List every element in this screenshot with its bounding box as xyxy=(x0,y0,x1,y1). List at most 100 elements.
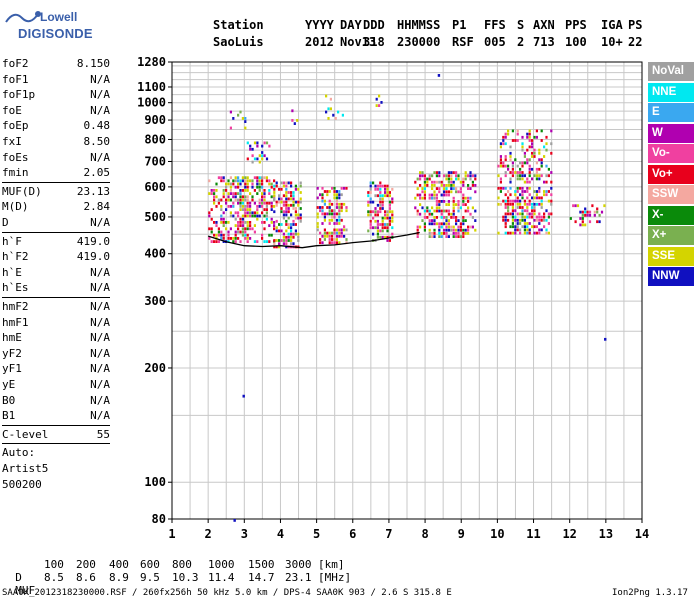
echo-point xyxy=(251,211,254,215)
echo-point xyxy=(292,191,295,194)
echo-point xyxy=(526,135,529,139)
echo-point xyxy=(531,139,534,142)
echo-point xyxy=(388,216,391,220)
echo-point xyxy=(249,192,252,195)
param-row: foEs N/A xyxy=(2,150,110,166)
echo-point xyxy=(282,235,285,239)
echo-point xyxy=(531,142,534,146)
param-value: N/A xyxy=(90,315,110,329)
echo-point xyxy=(208,179,211,183)
echo-point xyxy=(511,129,514,133)
echo-point xyxy=(519,212,522,216)
y-tick-label: 400 xyxy=(144,247,166,261)
echo-point xyxy=(384,216,387,220)
echo-point xyxy=(433,171,436,174)
echo-point xyxy=(435,196,438,200)
echo-point xyxy=(282,242,285,246)
echo-point xyxy=(550,180,553,184)
echo-point xyxy=(227,205,230,208)
echo-point xyxy=(516,196,519,200)
echo-point xyxy=(428,177,431,181)
echo-point xyxy=(584,213,587,217)
echo-point xyxy=(285,184,288,188)
echo-point xyxy=(244,230,247,234)
echo-point xyxy=(516,164,519,168)
echo-point xyxy=(391,226,394,230)
echo-point xyxy=(499,158,502,162)
echo-point xyxy=(374,210,377,214)
echo-point xyxy=(533,174,536,178)
echo-point xyxy=(550,186,553,190)
echo-point xyxy=(511,231,514,235)
echo-point xyxy=(222,176,225,180)
echo-point xyxy=(511,161,514,165)
echo-point xyxy=(381,223,384,226)
distance-unit: [km] xyxy=(318,558,345,571)
y-tick-label: 600 xyxy=(144,180,166,194)
echo-point xyxy=(447,212,450,216)
echo-point xyxy=(220,176,223,180)
muf-value: 8.5 xyxy=(44,571,64,584)
echo-point xyxy=(261,179,264,183)
echo-point xyxy=(543,180,546,184)
echo-point xyxy=(294,207,297,210)
echo-point xyxy=(338,190,341,193)
echo-point xyxy=(438,235,441,238)
echo-point xyxy=(445,219,448,222)
echo-point xyxy=(227,230,230,234)
echo-point xyxy=(379,200,382,204)
echo-point xyxy=(433,232,436,235)
echo-point xyxy=(275,219,278,223)
echo-point xyxy=(241,233,244,237)
echo-point xyxy=(321,186,324,190)
echo-point xyxy=(285,197,288,201)
echo-point xyxy=(386,210,389,214)
echo-point xyxy=(388,194,391,198)
echo-point xyxy=(241,117,244,120)
echo-point xyxy=(523,215,526,219)
echo-point xyxy=(504,171,507,174)
echo-point xyxy=(526,158,529,162)
echo-point xyxy=(550,212,553,216)
echo-point xyxy=(239,205,242,208)
echo-point xyxy=(290,203,293,207)
echo-point xyxy=(213,221,216,224)
echo-point xyxy=(263,240,266,243)
echo-point xyxy=(391,210,394,214)
echo-point xyxy=(440,212,443,216)
echo-point xyxy=(217,176,220,180)
echo-point xyxy=(457,235,460,238)
echo-point xyxy=(455,232,458,235)
echo-point xyxy=(540,174,543,178)
echo-point xyxy=(431,232,434,235)
echo-point xyxy=(455,228,458,232)
echo-point xyxy=(372,200,375,204)
echo-point xyxy=(367,210,370,214)
echo-point xyxy=(294,210,297,214)
echo-point xyxy=(270,201,273,205)
echo-point xyxy=(457,228,460,232)
echo-point xyxy=(338,196,341,200)
param-row: fxI 8.50 xyxy=(2,134,110,150)
echo-point xyxy=(268,201,271,205)
param-value: 419.0 xyxy=(76,234,110,248)
echo-point xyxy=(504,132,507,136)
echo-point xyxy=(426,177,429,181)
param-row: h`F2 419.0 xyxy=(2,249,110,265)
echo-point xyxy=(280,210,283,214)
echo-point xyxy=(253,189,256,192)
echo-point xyxy=(208,237,211,240)
echo-point xyxy=(376,213,379,217)
echo-point xyxy=(287,232,290,236)
echo-point xyxy=(526,222,529,225)
echo-point xyxy=(467,232,470,235)
echo-point xyxy=(220,217,223,221)
echo-point xyxy=(234,195,237,199)
echo-point xyxy=(388,203,391,207)
echo-point xyxy=(294,187,297,191)
echo-point xyxy=(455,187,458,190)
echo-point xyxy=(421,190,424,194)
echo-point xyxy=(345,186,348,190)
echo-point xyxy=(239,192,242,195)
echo-point xyxy=(261,233,264,237)
